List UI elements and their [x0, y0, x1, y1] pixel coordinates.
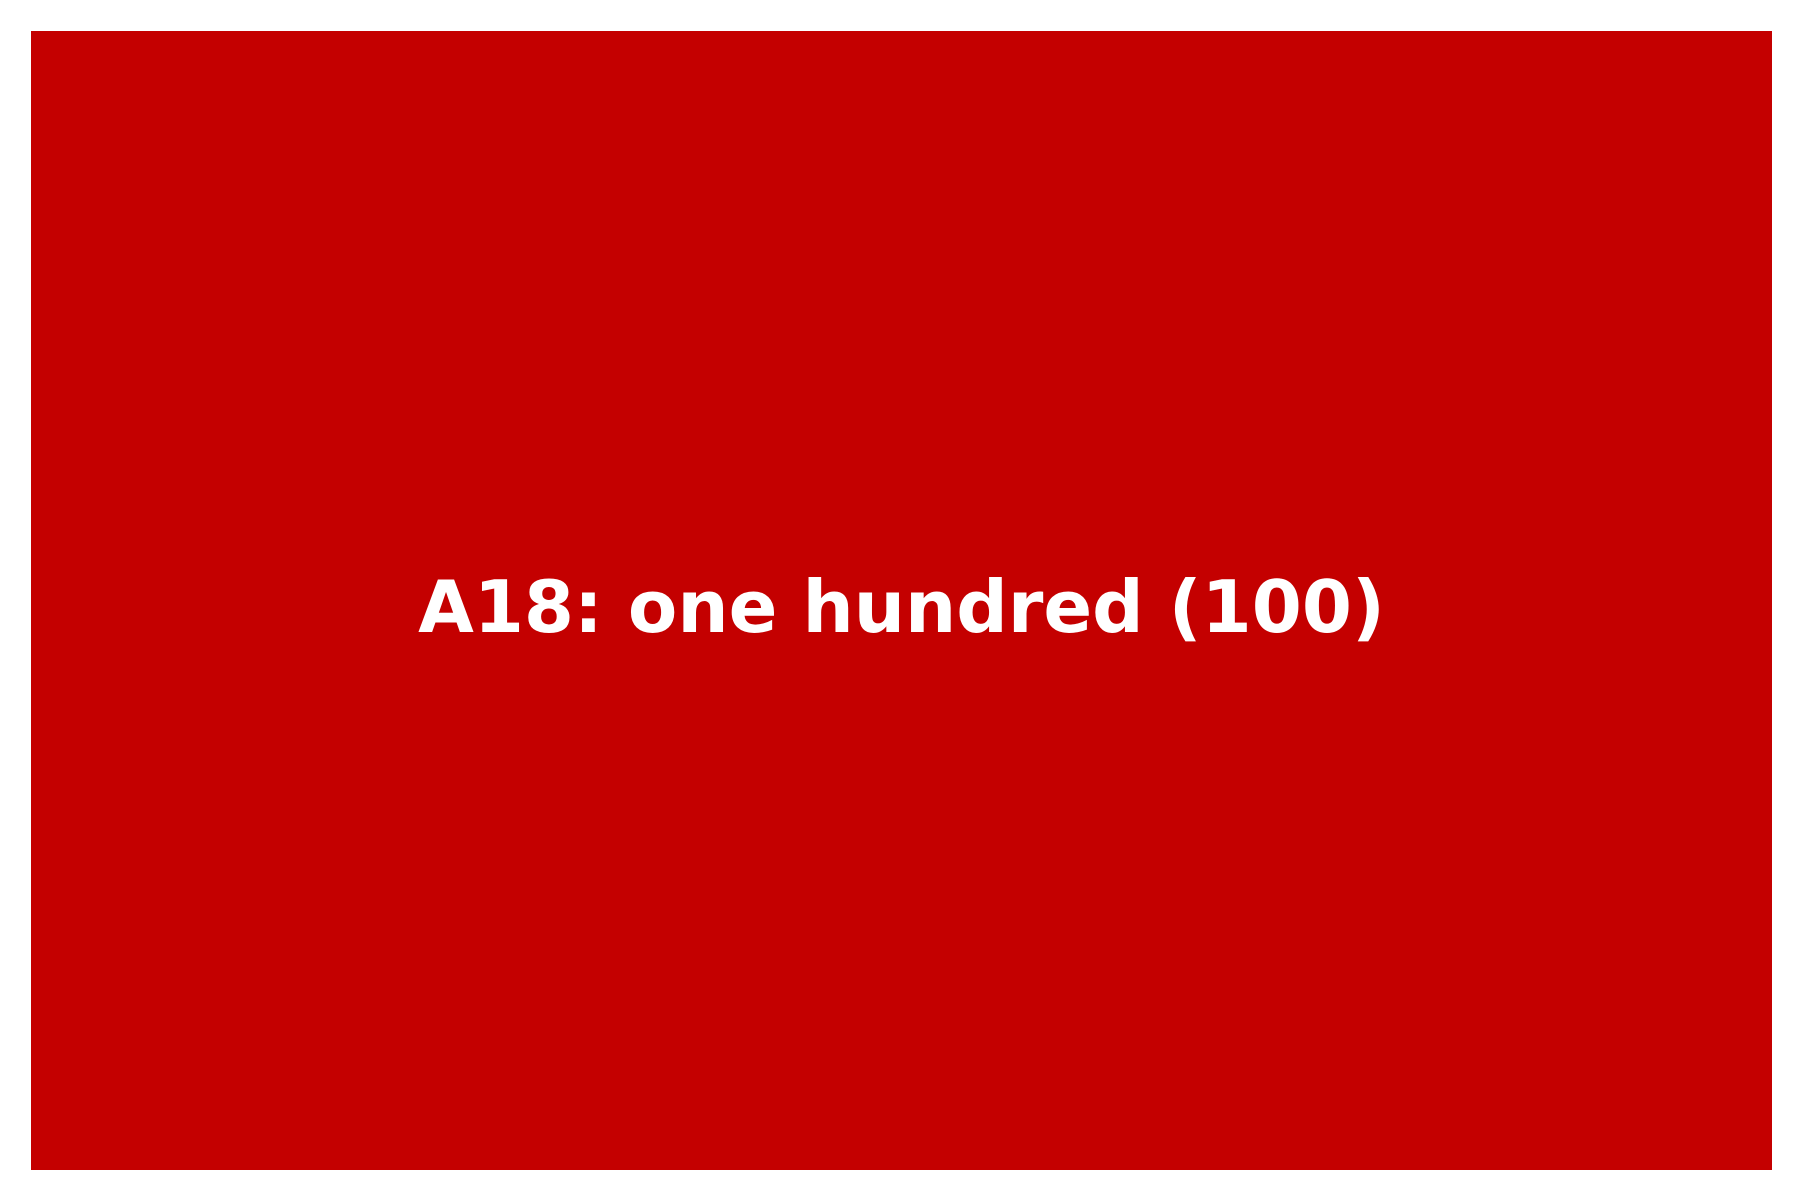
red-panel: A18: one hundred (100) — [31, 31, 1772, 1170]
panel-label: A18: one hundred (100) — [418, 565, 1385, 649]
